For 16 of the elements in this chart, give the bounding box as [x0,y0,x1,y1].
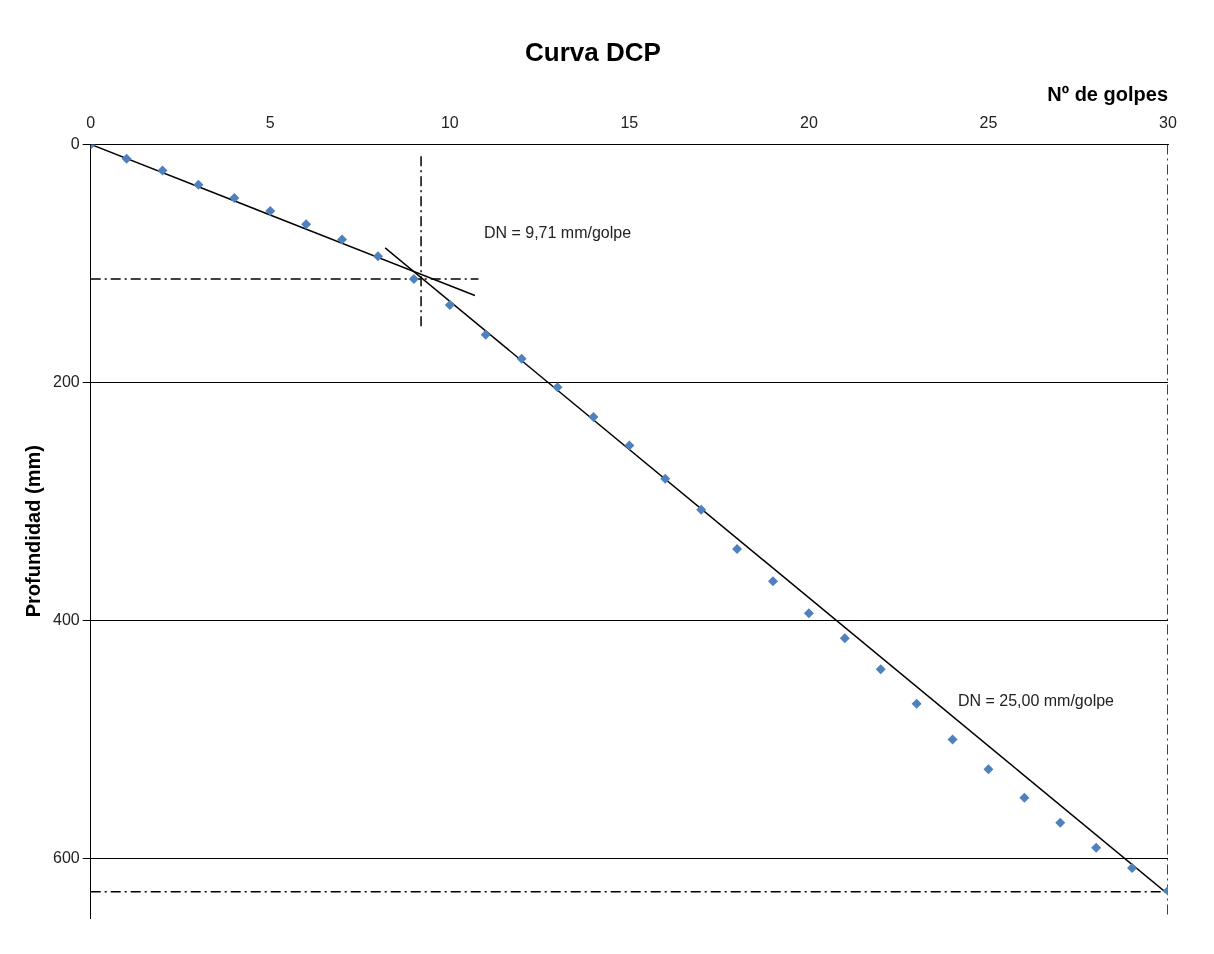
y-tick-label: 600 [52,848,80,866]
x-tick-label: 30 [1159,114,1177,132]
y-tick-label: 400 [52,610,80,628]
x-tick-label: 0 [86,114,96,132]
x-tick-label: 25 [979,114,998,132]
x-tick-label: 20 [800,114,818,132]
annotation: DN = 25,00 mm/golpe [957,691,1115,709]
chart-title: Curva DCP [525,36,661,67]
annotation: DN = 9,71 mm/golpe [483,223,632,241]
x-tick-label: 5 [265,114,275,132]
y-tick-label: 200 [52,372,80,390]
y-axis-title: Profundidad (mm) [21,445,44,618]
y-tick-label: 0 [70,134,80,152]
x-tick-label: 15 [620,114,639,132]
x-axis-title: Nº de golpes [1047,82,1168,105]
x-tick-label: 10 [440,114,459,132]
